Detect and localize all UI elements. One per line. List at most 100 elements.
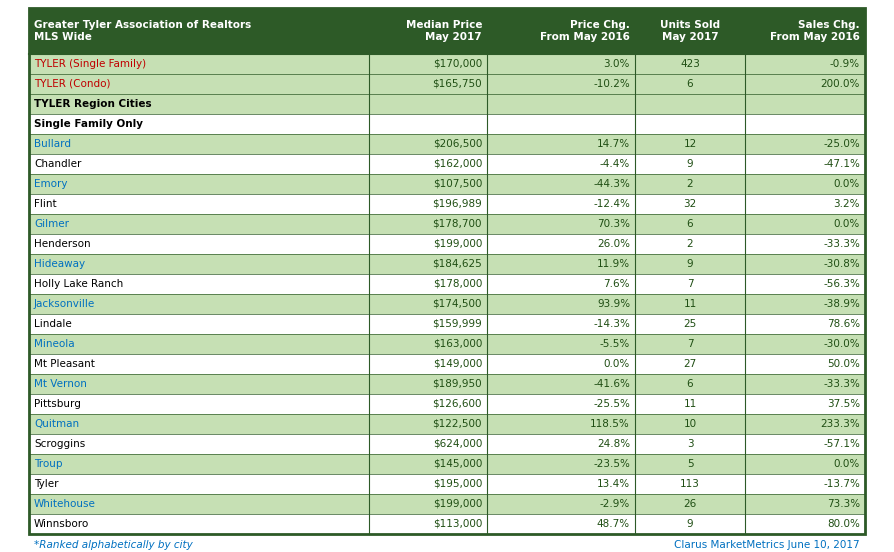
Text: *Ranked alphabetically by city: *Ranked alphabetically by city <box>34 540 193 550</box>
Bar <box>29 254 865 274</box>
Text: Gilmer: Gilmer <box>34 219 69 229</box>
Text: $159,999: $159,999 <box>433 319 482 329</box>
Text: 13.4%: 13.4% <box>597 479 630 489</box>
Text: -30.8%: -30.8% <box>823 259 860 269</box>
Text: 0.0%: 0.0% <box>834 179 860 189</box>
Text: Single Family Only: Single Family Only <box>34 119 143 129</box>
Text: Winnsboro: Winnsboro <box>34 519 89 529</box>
Bar <box>29 8 865 54</box>
Text: 50.0%: 50.0% <box>827 359 860 369</box>
Text: 113: 113 <box>680 479 700 489</box>
Bar <box>29 274 865 294</box>
Text: 12: 12 <box>683 139 696 149</box>
Text: Pittsburg: Pittsburg <box>34 399 80 409</box>
Bar <box>29 414 865 434</box>
Text: -10.2%: -10.2% <box>594 79 630 89</box>
Text: 7.6%: 7.6% <box>603 279 630 289</box>
Text: Tyler: Tyler <box>34 479 58 489</box>
Text: Mineola: Mineola <box>34 339 74 349</box>
Text: $107,500: $107,500 <box>433 179 482 189</box>
Text: -23.5%: -23.5% <box>593 459 630 469</box>
Text: Greater Tyler Association of Realtors
MLS Wide: Greater Tyler Association of Realtors ML… <box>34 20 251 42</box>
Text: Mt Vernon: Mt Vernon <box>34 379 87 389</box>
Bar <box>29 214 865 234</box>
Bar <box>29 514 865 534</box>
Text: 24.8%: 24.8% <box>597 439 630 449</box>
Text: Jacksonville: Jacksonville <box>34 299 96 309</box>
Text: -44.3%: -44.3% <box>593 179 630 189</box>
Text: $113,000: $113,000 <box>433 519 482 529</box>
Text: Lindale: Lindale <box>34 319 72 329</box>
Text: -14.3%: -14.3% <box>593 319 630 329</box>
Text: 118.5%: 118.5% <box>590 419 630 429</box>
Text: $178,000: $178,000 <box>433 279 482 289</box>
Text: 6: 6 <box>687 379 694 389</box>
Text: 32: 32 <box>683 199 696 209</box>
Text: 14.7%: 14.7% <box>597 139 630 149</box>
Text: -33.3%: -33.3% <box>823 239 860 249</box>
Text: 0.0%: 0.0% <box>603 359 630 369</box>
Text: Hideaway: Hideaway <box>34 259 85 269</box>
Bar <box>29 294 865 314</box>
Text: $184,625: $184,625 <box>433 259 482 269</box>
Text: 37.5%: 37.5% <box>827 399 860 409</box>
Text: -56.3%: -56.3% <box>823 279 860 289</box>
Bar <box>29 54 865 74</box>
Text: 3: 3 <box>687 439 694 449</box>
Text: Emory: Emory <box>34 179 68 189</box>
Text: 233.3%: 233.3% <box>821 419 860 429</box>
Text: 423: 423 <box>680 59 700 69</box>
Text: 80.0%: 80.0% <box>827 519 860 529</box>
Text: Flint: Flint <box>34 199 56 209</box>
Text: $199,000: $199,000 <box>433 239 482 249</box>
Bar <box>29 174 865 194</box>
Text: $149,000: $149,000 <box>433 359 482 369</box>
Bar <box>29 134 865 154</box>
Text: 2: 2 <box>687 239 694 249</box>
Bar <box>29 474 865 494</box>
Text: $163,000: $163,000 <box>433 339 482 349</box>
Text: $165,750: $165,750 <box>433 79 482 89</box>
Bar <box>29 494 865 514</box>
Text: 3.2%: 3.2% <box>833 199 860 209</box>
Text: $122,500: $122,500 <box>433 419 482 429</box>
Text: 5: 5 <box>687 459 694 469</box>
Bar <box>29 194 865 214</box>
Bar <box>29 454 865 474</box>
Text: Bullard: Bullard <box>34 139 71 149</box>
Text: TYLER (Condo): TYLER (Condo) <box>34 79 111 89</box>
Text: 78.6%: 78.6% <box>827 319 860 329</box>
Text: $162,000: $162,000 <box>433 159 482 169</box>
Text: 0.0%: 0.0% <box>834 219 860 229</box>
Text: TYLER Region Cities: TYLER Region Cities <box>34 99 152 109</box>
Bar <box>29 74 865 94</box>
Text: $170,000: $170,000 <box>433 59 482 69</box>
Text: 3.0%: 3.0% <box>603 59 630 69</box>
Text: $195,000: $195,000 <box>433 479 482 489</box>
Bar <box>29 394 865 414</box>
Bar <box>29 334 865 354</box>
Text: 70.3%: 70.3% <box>597 219 630 229</box>
Text: -38.9%: -38.9% <box>823 299 860 309</box>
Text: -25.5%: -25.5% <box>593 399 630 409</box>
Text: 48.7%: 48.7% <box>597 519 630 529</box>
Text: 25: 25 <box>683 319 696 329</box>
Text: 11: 11 <box>683 299 696 309</box>
Bar <box>29 374 865 394</box>
Text: -4.4%: -4.4% <box>600 159 630 169</box>
Text: -47.1%: -47.1% <box>823 159 860 169</box>
Text: -12.4%: -12.4% <box>593 199 630 209</box>
Text: 93.9%: 93.9% <box>597 299 630 309</box>
Text: 9: 9 <box>687 159 694 169</box>
Text: 10: 10 <box>683 419 696 429</box>
Text: Whitehouse: Whitehouse <box>34 499 96 509</box>
Text: -30.0%: -30.0% <box>823 339 860 349</box>
Text: 9: 9 <box>687 259 694 269</box>
Text: Henderson: Henderson <box>34 239 90 249</box>
Text: $145,000: $145,000 <box>433 459 482 469</box>
Text: 6: 6 <box>687 79 694 89</box>
Text: 73.3%: 73.3% <box>827 499 860 509</box>
Text: 7: 7 <box>687 339 694 349</box>
Text: $126,600: $126,600 <box>433 399 482 409</box>
Text: -5.5%: -5.5% <box>600 339 630 349</box>
